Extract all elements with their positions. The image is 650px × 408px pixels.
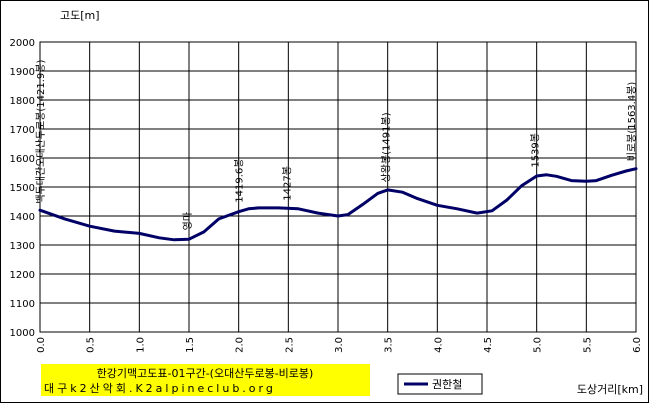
y-tick-label: 1600 xyxy=(10,154,35,165)
data-point xyxy=(545,173,548,176)
annotation-label: 상왕봉(1491봉) xyxy=(381,112,393,182)
x-tick-label: 5.5 xyxy=(582,337,593,353)
y-tick-label: 1000 xyxy=(10,328,35,339)
series-line xyxy=(38,167,638,242)
data-point xyxy=(386,188,389,192)
data-point xyxy=(475,211,479,215)
data-point xyxy=(202,230,206,234)
x-tick-label: 3.0 xyxy=(334,337,345,353)
data-point xyxy=(88,225,91,228)
x-tick-label: 4.0 xyxy=(433,337,444,353)
data-point xyxy=(63,217,66,221)
data-point xyxy=(277,206,280,210)
x-tick-label: 6.0 xyxy=(632,337,643,353)
data-point xyxy=(187,238,191,241)
annotation-label: 백두대간오대산두로봉(1421.9봉) xyxy=(35,60,47,204)
data-point xyxy=(346,213,350,216)
data-point xyxy=(113,229,116,233)
y-axis-ticks: 1000 1100 1200 1300 1400 1500 1600 1700 1800 1900… xyxy=(10,38,35,339)
data-point xyxy=(336,214,340,218)
caption-box xyxy=(41,364,370,396)
annotation-label: 1427봉 xyxy=(281,166,293,201)
data-point xyxy=(247,207,250,210)
data-point xyxy=(361,203,364,206)
data-point xyxy=(610,174,613,177)
x-axis-ticks: 0.0 0.5 1.0 1.5 2.0 2.5 3.0 3.5 4.0 4.5 5.0 5.5 6.0 xyxy=(36,337,643,353)
data-point xyxy=(217,217,220,221)
x-tick-label: 0.5 xyxy=(86,337,97,353)
x-tick-label: 1.0 xyxy=(135,337,146,353)
data-point xyxy=(456,207,459,210)
x-tick-label: 3.5 xyxy=(384,337,395,353)
x-tick-label: 4.5 xyxy=(483,337,494,353)
series-points xyxy=(38,167,638,241)
x-tick-label: 0.0 xyxy=(36,337,47,353)
plot-area xyxy=(39,41,637,333)
annotation-label: 1419.6봉 xyxy=(234,159,246,203)
data-point xyxy=(505,198,509,202)
data-point xyxy=(257,206,260,210)
caption-title: 한강기맥고도표-01구간-(오대산두로봉-비로봉) xyxy=(97,367,314,380)
data-point xyxy=(316,211,320,215)
annotation-label: 1539봉 xyxy=(530,133,542,168)
y-tick-label: 1500 xyxy=(10,183,35,194)
data-point xyxy=(38,209,42,212)
data-point xyxy=(535,174,538,178)
data-point xyxy=(555,175,558,178)
data-point xyxy=(595,179,598,182)
y-tick-label: 1800 xyxy=(10,96,35,107)
y-tick-label: 2000 xyxy=(10,38,35,49)
x-tick-label: 1.5 xyxy=(185,337,196,353)
caption-club: 대구k2산악회.K2alpineclub.org xyxy=(44,382,276,395)
annotation-label: 영마 xyxy=(182,212,194,230)
x-tick-label: 2.5 xyxy=(284,337,295,353)
annotation-label: 비로봉(1563.4봉) xyxy=(626,82,638,162)
data-point xyxy=(490,209,494,212)
y-tick-label: 1200 xyxy=(10,270,35,281)
data-point xyxy=(401,191,404,194)
legend-box xyxy=(397,373,483,395)
data-point xyxy=(585,180,588,183)
annotations: 백두대간오대산두로봉(1421.9봉) 영마 1419.6봉 1427봉 상왕봉(149… xyxy=(35,60,638,231)
data-point xyxy=(570,179,573,182)
data-point xyxy=(237,210,240,213)
x-tick-label: 2.0 xyxy=(235,337,246,353)
data-point xyxy=(416,197,419,200)
y-tick-label: 1400 xyxy=(10,212,35,223)
data-point xyxy=(520,184,523,187)
data-point xyxy=(138,232,141,235)
legend-label: 권한철 xyxy=(432,378,462,391)
data-point xyxy=(158,236,161,239)
y-tick-label: 1700 xyxy=(10,125,35,136)
data-point xyxy=(624,169,628,173)
data-point xyxy=(436,204,439,207)
x-axis-label: 도상거리[km] xyxy=(577,383,643,396)
y-tick-label: 1900 xyxy=(10,67,35,78)
y-axis-label: 고도[m] xyxy=(60,9,100,22)
x-tick-label: 5.0 xyxy=(533,337,544,353)
y-tick-label: 1300 xyxy=(10,241,35,252)
data-point xyxy=(297,207,300,210)
data-point xyxy=(172,238,176,241)
data-point xyxy=(376,192,379,195)
data-point xyxy=(634,167,638,170)
y-tick-label: 1100 xyxy=(10,299,35,310)
